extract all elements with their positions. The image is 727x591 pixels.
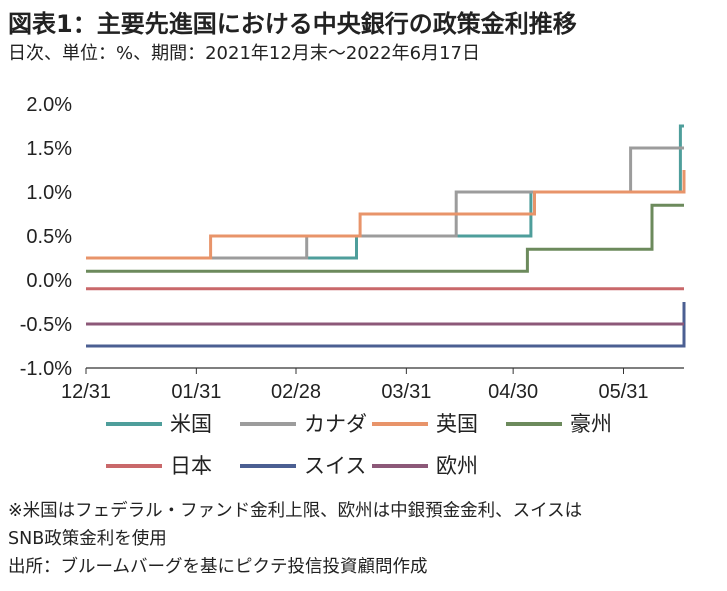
series-line [86,146,684,260]
legend-label: 欧州 [436,454,478,478]
x-tick-label: 03/31 [381,381,431,403]
y-tick-label: 0.0% [26,270,72,292]
chart-title: 図表1：主要先進国における中央銀行の政策金利推移 [8,10,577,38]
y-tick-label: 1.0% [26,182,72,204]
legend-label: カナダ [304,412,367,436]
series-line [86,302,686,348]
series-line [86,170,686,260]
source-line: 出所：ブルームバーグを基にピクテ投信投資顧問作成 [8,557,428,577]
x-tick-label: 02/28 [271,381,321,403]
legend-label: 米国 [170,412,212,436]
x-tick-label: 01/31 [171,381,221,403]
x-tick-label: 05/31 [598,381,648,403]
x-tick-label: 04/30 [488,381,538,403]
legend-label: 豪州 [570,412,612,436]
y-tick-label: 0.5% [26,226,72,248]
chart-notes: ※米国はフェデラル・ファンド金利上限、欧州は中銀預金金利、スイスは SNB政策金… [8,497,723,581]
rate-chart: 2.0% 1.5% 1.0% 0.5% 0.0% -0.5% -1.0%12/31 01/31… [20,94,686,478]
legend-label: スイス [304,454,366,478]
legend-label: 英国 [436,412,478,436]
note-line-1: ※米国はフェデラル・ファンド金利上限、欧州は中銀預金金利、スイスは [8,501,583,521]
x-tick-label: 12/31 [61,381,111,403]
y-tick-label: 2.0% [26,94,72,116]
chart-subtitle: 日次、単位：%、期間：2021年12月末～2022年6月17日 [8,43,480,64]
legend-label: 日本 [170,454,212,478]
y-tick-label: -0.5% [20,314,72,336]
series-line [86,203,684,273]
y-tick-label: -1.0% [20,358,72,380]
note-line-2: SNB政策金利を使用 [8,529,167,549]
y-tick-label: 1.5% [26,138,72,160]
